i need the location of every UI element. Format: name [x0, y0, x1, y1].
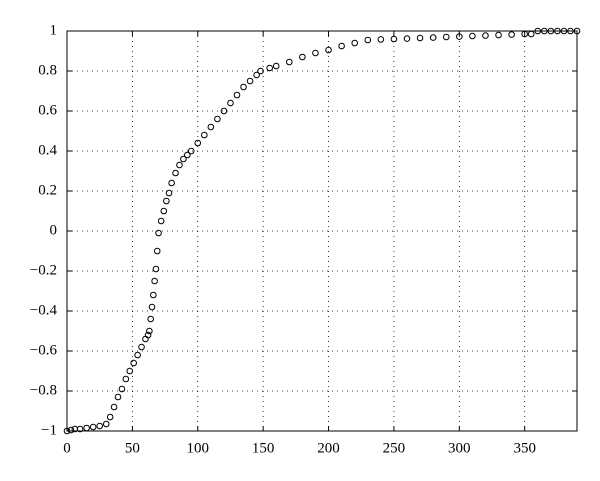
- x-tick-label: 250: [383, 440, 406, 456]
- marker: [165, 189, 173, 197]
- y-tick-label: −0.4: [30, 302, 58, 318]
- marker: [110, 403, 118, 411]
- y-tick-label: −0.8: [30, 382, 57, 398]
- marker: [240, 83, 247, 91]
- marker: [364, 36, 372, 44]
- marker: [257, 67, 264, 75]
- marker: [96, 422, 103, 430]
- marker: [63, 427, 71, 435]
- y-tick-label: 0.4: [38, 142, 57, 158]
- marker: [469, 32, 476, 40]
- marker: [153, 247, 161, 255]
- marker: [207, 123, 215, 131]
- marker: [160, 207, 168, 215]
- marker: [508, 31, 515, 38]
- marker: [312, 49, 319, 57]
- marker: [573, 27, 581, 35]
- marker: [272, 62, 280, 70]
- marker: [233, 91, 241, 99]
- marker: [547, 27, 555, 35]
- marker: [89, 423, 97, 431]
- marker: [118, 385, 126, 393]
- marker: [456, 33, 463, 40]
- marker: [495, 31, 502, 39]
- marker: [180, 155, 187, 163]
- marker: [201, 131, 208, 139]
- marker: [227, 99, 234, 107]
- marker: [152, 265, 160, 273]
- marker: [138, 343, 145, 351]
- marker: [122, 375, 130, 383]
- marker: [560, 27, 568, 35]
- marker: [403, 35, 411, 42]
- marker: [83, 424, 90, 432]
- marker: [534, 27, 542, 35]
- marker: [150, 291, 157, 299]
- marker: [146, 327, 153, 335]
- marker: [541, 27, 548, 35]
- plot-frame: [66, 30, 578, 432]
- y-tick-label: −1: [41, 422, 57, 438]
- marker: [67, 426, 75, 434]
- marker: [184, 151, 191, 159]
- marker: [482, 32, 489, 39]
- marker: [168, 179, 175, 187]
- marker: [151, 277, 158, 285]
- x-tick-label: 350: [513, 440, 536, 456]
- marker: [390, 35, 398, 43]
- marker: [351, 39, 358, 47]
- x-tick-label: 150: [252, 440, 275, 456]
- marker: [144, 331, 152, 339]
- marker: [253, 71, 260, 79]
- marker: [377, 36, 385, 43]
- marker: [442, 33, 450, 41]
- marker: [554, 27, 561, 35]
- marker: [102, 420, 110, 428]
- marker: [220, 107, 228, 115]
- y-tick-label: 0: [50, 222, 58, 238]
- marker: [214, 115, 221, 123]
- marker: [106, 413, 114, 421]
- marker: [157, 217, 165, 225]
- x-tick-label: 50: [125, 440, 140, 456]
- marker: [266, 64, 273, 72]
- marker: [142, 335, 149, 343]
- y-tick-label: −0.2: [30, 262, 57, 278]
- marker: [126, 367, 134, 375]
- marker: [76, 425, 84, 433]
- y-tick-label: 0.8: [38, 62, 57, 78]
- marker: [567, 27, 574, 35]
- marker: [155, 229, 162, 237]
- y-tick-label: 1: [50, 22, 58, 38]
- marker: [246, 77, 254, 85]
- x-tick-label: 100: [187, 440, 210, 456]
- marker: [416, 34, 424, 42]
- x-tick-label: 0: [63, 440, 71, 456]
- x-tick-label: 200: [317, 440, 340, 456]
- marker: [187, 147, 195, 155]
- x-tick-label: 300: [448, 440, 471, 456]
- marker: [176, 161, 183, 169]
- marker: [134, 351, 141, 359]
- marker: [527, 30, 535, 38]
- marker: [338, 42, 345, 50]
- marker: [148, 303, 156, 311]
- marker: [130, 359, 137, 367]
- y-tick-label: 0.6: [38, 102, 57, 118]
- marker: [325, 46, 332, 54]
- marker: [286, 58, 293, 66]
- marker: [172, 169, 179, 177]
- marker: [114, 393, 122, 401]
- marker: [299, 53, 306, 61]
- marker: [429, 34, 437, 41]
- y-tick-label: 0.2: [38, 182, 57, 198]
- marker: [521, 30, 528, 38]
- y-tick-label: −0.6: [30, 342, 58, 358]
- marker: [194, 139, 202, 147]
- marker: [147, 315, 154, 323]
- marker: [163, 197, 170, 205]
